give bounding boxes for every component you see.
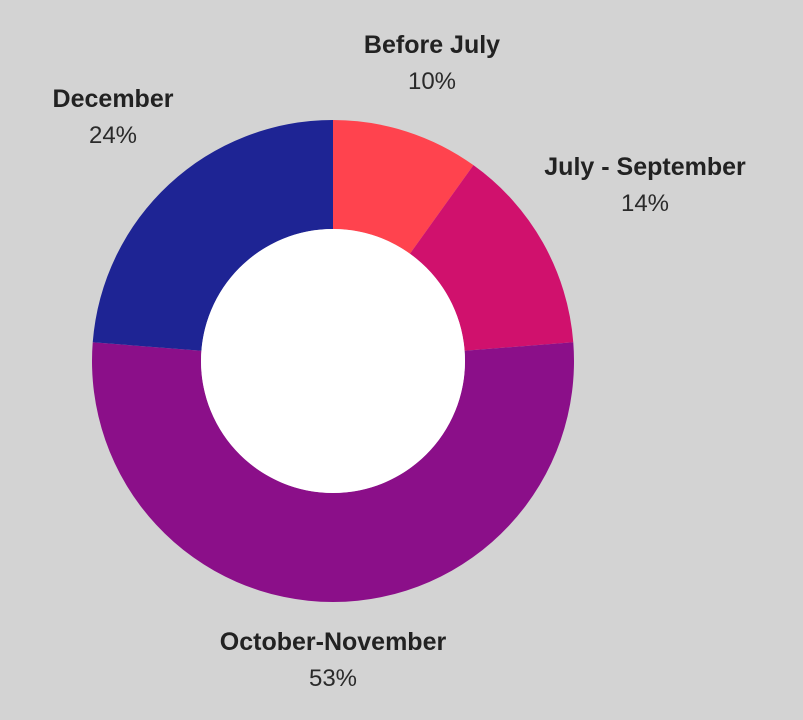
slice-percent-october-november: 53% (308, 665, 358, 692)
slice-label-october-november: October-November 53% (220, 627, 446, 694)
slice-name-before-july: Before July (363, 31, 501, 59)
slice-label-december: December 24% (53, 84, 174, 151)
slice-name-october-november: October-November (219, 628, 447, 656)
slice-name-july-september: July - September (544, 153, 746, 181)
slice-percent-july-september: 14% (620, 190, 670, 217)
donut-hole (201, 229, 465, 493)
donut-slice-december (92, 120, 333, 351)
donut-slice-july-september (409, 165, 574, 351)
donut-slice-october-november (91, 342, 574, 602)
slice-percent-before-july: 10% (407, 68, 457, 95)
slice-label-before-july: Before July 10% (364, 30, 500, 97)
slice-percent-december: 24% (88, 122, 138, 149)
donut-slice-before-july (333, 120, 474, 254)
slice-label-july-september: July - September 14% (544, 152, 745, 219)
slice-name-december: December (52, 85, 174, 113)
